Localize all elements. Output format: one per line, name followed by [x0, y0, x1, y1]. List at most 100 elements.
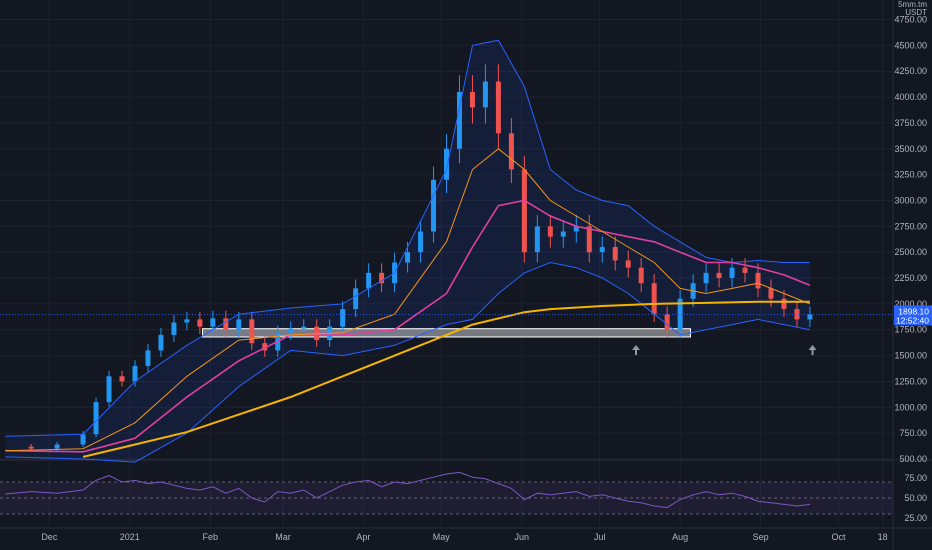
bar-countdown: 12:52:40 [896, 315, 929, 325]
price-tick-label: 3500.00 [894, 144, 927, 154]
candle-body [119, 376, 125, 382]
price-tick-label: 3000.00 [894, 195, 927, 205]
rsi-tick-label: 75.00 [904, 473, 927, 483]
candle-body [495, 81, 501, 134]
candlesticks [28, 64, 813, 452]
candle-body [521, 169, 527, 253]
candle-body [93, 402, 99, 435]
line-bb-lower [5, 261, 810, 463]
candle-body [431, 179, 437, 232]
candle-body [379, 272, 385, 284]
candle-body [288, 328, 294, 333]
candle-body [366, 272, 372, 289]
candle-body [716, 272, 722, 279]
last-price-value: 1898.10 [898, 306, 929, 316]
candle-body [184, 319, 190, 323]
candle-body [249, 319, 255, 344]
price-tick-label: 2500.00 [894, 247, 927, 257]
candle-body [560, 231, 566, 237]
candle-body [456, 91, 462, 149]
candle-body [612, 247, 618, 261]
indicator-lines [0, 39, 893, 463]
time-tick-label: May [433, 532, 451, 542]
candle-body [106, 376, 112, 403]
time-tick-label: Jul [594, 532, 606, 542]
time-tick-label: Sep [753, 532, 769, 542]
candle-body [28, 446, 34, 449]
candle-body [625, 260, 631, 268]
line-ma-mid [5, 199, 811, 453]
candle-body [547, 226, 553, 237]
price-tick-label: 4250.00 [894, 66, 927, 76]
price-currency-label: USDT [905, 8, 927, 17]
time-tick-label: Oct [831, 532, 846, 542]
line-bb-upper [5, 39, 810, 437]
price-tick-label: 1500.00 [894, 351, 927, 361]
candle-body [132, 365, 138, 382]
time-tick-label: Mar [275, 532, 291, 542]
price-tick-label: 3250.00 [894, 170, 927, 180]
candle-body [353, 288, 359, 310]
line-ma-fast [5, 148, 811, 452]
candle-body [599, 247, 605, 253]
price-tick-label: 2250.00 [894, 273, 927, 283]
time-tick-label: Dec [41, 532, 58, 542]
rsi-panel [0, 471, 893, 515]
price-unit-label: 5mm.tm [898, 0, 927, 9]
price-tick-label: 1000.00 [894, 402, 927, 412]
candle-body [794, 309, 800, 320]
price-axis[interactable]: 500.00 750.00 1000.00 1250.00 1500.00 1750.00… [894, 0, 927, 523]
price-tick-label: 4000.00 [894, 92, 927, 102]
candle-body [262, 343, 268, 351]
price-tick-label: 3750.00 [894, 118, 927, 128]
candle-body [729, 267, 735, 279]
candle-body [405, 252, 411, 263]
candle-body [742, 267, 748, 273]
time-tick-label: Apr [356, 532, 370, 542]
candle-body [651, 283, 657, 315]
candle-body [573, 226, 579, 232]
price-tick-label: 750.00 [899, 428, 927, 438]
support-touch-arrow [808, 345, 817, 356]
last-price-badge [894, 305, 932, 326]
candle-body [158, 334, 164, 351]
price-tick-label: 1250.00 [894, 376, 927, 386]
price-tick-label: 1750.00 [894, 325, 927, 335]
price-tick-label: 500.00 [899, 454, 927, 464]
time-tick-label: Aug [672, 532, 688, 542]
rsi-tick-label: 50.00 [904, 493, 927, 503]
time-axis[interactable]: Dec 2021 Feb Mar Apr May Jun Jul Aug Sep Oct 18 [41, 532, 887, 542]
candle-body [171, 322, 177, 335]
candle-body [301, 326, 307, 329]
candle-body [508, 133, 514, 170]
rsi-tick-label: 25.00 [904, 513, 927, 523]
candle-body [768, 288, 774, 299]
candle-body [703, 272, 709, 284]
candle-body [223, 318, 229, 330]
candle-body [340, 309, 346, 327]
candle-body [210, 318, 216, 327]
candle-body [586, 226, 592, 253]
candle-body [145, 350, 151, 366]
candle-body [677, 298, 683, 330]
candle-body [197, 319, 203, 327]
candle-body [664, 314, 670, 330]
candle-body [534, 226, 540, 253]
rsi-line [5, 471, 810, 509]
candle-body [781, 298, 787, 310]
time-tick-label: 2021 [120, 532, 140, 542]
candle-body [80, 434, 86, 445]
line-ma-slow [82, 300, 810, 458]
candle-body [236, 319, 242, 330]
candle-body [482, 81, 488, 108]
time-tick-label: Feb [203, 532, 219, 542]
candle-body [638, 267, 644, 284]
price-tick-label: 2000.00 [894, 299, 927, 309]
time-tick-label: 18 [878, 532, 888, 542]
price-tick-label: 2750.00 [894, 221, 927, 231]
support-touch-arrow [632, 345, 641, 356]
